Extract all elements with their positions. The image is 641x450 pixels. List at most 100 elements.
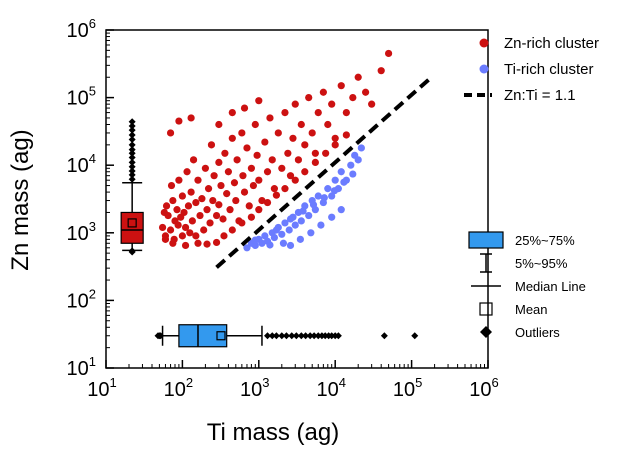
ti-rich-point-45 bbox=[309, 201, 318, 209]
x-box-outlier-11 bbox=[314, 332, 322, 340]
axes-layer: 101 102 103 104 105 106 101 102 103 104 105 106 bbox=[67, 16, 499, 401]
ti-rich-point-0 bbox=[243, 244, 251, 252]
zn-rich-point-92 bbox=[187, 114, 195, 122]
ti-rich-point-35 bbox=[307, 229, 315, 237]
points-layer bbox=[158, 49, 393, 252]
y-box-outlier-0 bbox=[128, 175, 136, 183]
ti-rich-point-32 bbox=[357, 144, 365, 152]
zn-rich-point-44 bbox=[226, 206, 234, 214]
zn-rich-point-22 bbox=[189, 156, 198, 164]
plot-frame bbox=[105, 29, 489, 369]
zn-rich-point-111 bbox=[301, 168, 309, 176]
y-box-iqr bbox=[120, 211, 144, 244]
zn-rich-point-43 bbox=[224, 168, 232, 176]
y-tick-label-4: 105 bbox=[67, 84, 96, 110]
ti-rich-point-14 bbox=[291, 221, 299, 229]
zn-rich-point-118 bbox=[240, 104, 249, 112]
zn-rich-point-41 bbox=[221, 149, 229, 157]
ti-rich-point-11 bbox=[281, 219, 289, 227]
zn-rich-point-64 bbox=[268, 156, 276, 164]
zn-rich-point-19 bbox=[186, 229, 194, 237]
y-tick-label-2: 103 bbox=[67, 219, 96, 245]
zn-rich-point-69 bbox=[284, 149, 292, 157]
zn-rich-point-65 bbox=[270, 185, 278, 193]
ti-rich-point-31 bbox=[354, 156, 362, 164]
ti-rich-point-5 bbox=[261, 232, 269, 240]
zn-rich-point-33 bbox=[207, 141, 216, 149]
ti-rich-point-43 bbox=[286, 215, 295, 223]
y-box-outlier-12 bbox=[128, 122, 136, 130]
y-box-outlier-10 bbox=[128, 131, 136, 139]
y-box-outlier-15 bbox=[128, 247, 136, 255]
legend-marker-0 bbox=[479, 38, 489, 48]
box-legend-outlier bbox=[480, 326, 492, 338]
zn-rich-point-10 bbox=[174, 221, 182, 229]
legend-layer: Zn-rich cluster Ti-rich cluster Zn:Ti = 1.… bbox=[464, 35, 599, 340]
y-box-outlier-6 bbox=[128, 149, 136, 157]
y-box-outlier-3 bbox=[128, 163, 136, 171]
ti-rich-point-49 bbox=[349, 170, 357, 178]
zn-rich-point-9 bbox=[173, 206, 181, 214]
y-tick-label-5: 106 bbox=[67, 16, 96, 42]
ti-rich-point-23 bbox=[324, 185, 332, 193]
zn-rich-point-26 bbox=[196, 211, 204, 220]
zn-rich-point-45 bbox=[228, 134, 236, 142]
x-box-outlier-19 bbox=[411, 332, 419, 340]
zn-rich-point-54 bbox=[245, 202, 253, 210]
zn-rich-point-87 bbox=[354, 73, 362, 81]
box-legend-label-3: Mean bbox=[515, 302, 548, 317]
zn-rich-point-97 bbox=[169, 239, 177, 247]
zn-rich-point-18 bbox=[184, 202, 193, 210]
zn-rich-point-24 bbox=[192, 232, 200, 240]
ti-rich-point-10 bbox=[278, 230, 286, 238]
zn-rich-point-88 bbox=[362, 88, 370, 96]
zn-rich-point-6 bbox=[169, 196, 177, 205]
y-box-outlier-11 bbox=[128, 126, 136, 134]
x-box-outlier-22 bbox=[157, 332, 165, 340]
zn-rich-point-76 bbox=[305, 94, 313, 102]
zn-rich-point-86 bbox=[349, 94, 357, 102]
zn-rich-point-77 bbox=[308, 129, 316, 137]
ti-rich-point-18 bbox=[305, 211, 313, 220]
ti-rich-point-47 bbox=[330, 187, 339, 195]
zn-rich-point-0 bbox=[158, 223, 167, 232]
zn-rich-point-63 bbox=[266, 114, 274, 122]
zn-rich-point-5 bbox=[167, 181, 176, 190]
zn-rich-point-71 bbox=[289, 134, 297, 142]
zn-rich-point-108 bbox=[272, 191, 281, 199]
zn-rich-point-37 bbox=[215, 158, 223, 166]
zn-rich-point-15 bbox=[180, 208, 188, 217]
zn-rich-point-68 bbox=[281, 109, 289, 117]
zn-rich-point-38 bbox=[215, 201, 223, 209]
zn-rich-point-55 bbox=[247, 164, 255, 172]
zn-rich-point-114 bbox=[331, 141, 339, 149]
zn-rich-point-58 bbox=[253, 151, 261, 159]
zn-rich-point-85 bbox=[342, 109, 350, 117]
zn-rich-point-104 bbox=[238, 219, 246, 227]
x-box-outlier-9 bbox=[306, 332, 314, 340]
zn-rich-point-70 bbox=[286, 172, 295, 180]
x-tick-label-1: 102 bbox=[164, 375, 193, 401]
zn-rich-point-95 bbox=[161, 235, 170, 243]
zn-rich-point-99 bbox=[194, 239, 202, 247]
y-box-outlier-8 bbox=[128, 141, 136, 149]
x-tick-label-0: 101 bbox=[87, 375, 116, 401]
y-box-outlier-5 bbox=[128, 153, 136, 161]
zn-rich-point-27 bbox=[198, 195, 206, 203]
legend-marker-1 bbox=[479, 64, 489, 74]
x-box-outlier-2 bbox=[272, 332, 280, 340]
zn-rich-point-23 bbox=[192, 198, 200, 207]
zn-rich-point-59 bbox=[255, 176, 263, 184]
y-box-outlier-13 bbox=[128, 118, 136, 126]
zn-rich-point-74 bbox=[297, 120, 305, 129]
zn-rich-point-79 bbox=[314, 109, 322, 117]
zn-rich-point-110 bbox=[291, 176, 299, 184]
y-box-mean bbox=[127, 218, 137, 228]
ti-rich-point-36 bbox=[317, 221, 325, 229]
x-box-outlier-4 bbox=[282, 332, 290, 340]
zn-rich-point-73 bbox=[294, 156, 303, 164]
zn-rich-point-119 bbox=[255, 97, 263, 105]
zn-rich-point-25 bbox=[194, 176, 202, 184]
ti-rich-point-48 bbox=[340, 178, 348, 186]
